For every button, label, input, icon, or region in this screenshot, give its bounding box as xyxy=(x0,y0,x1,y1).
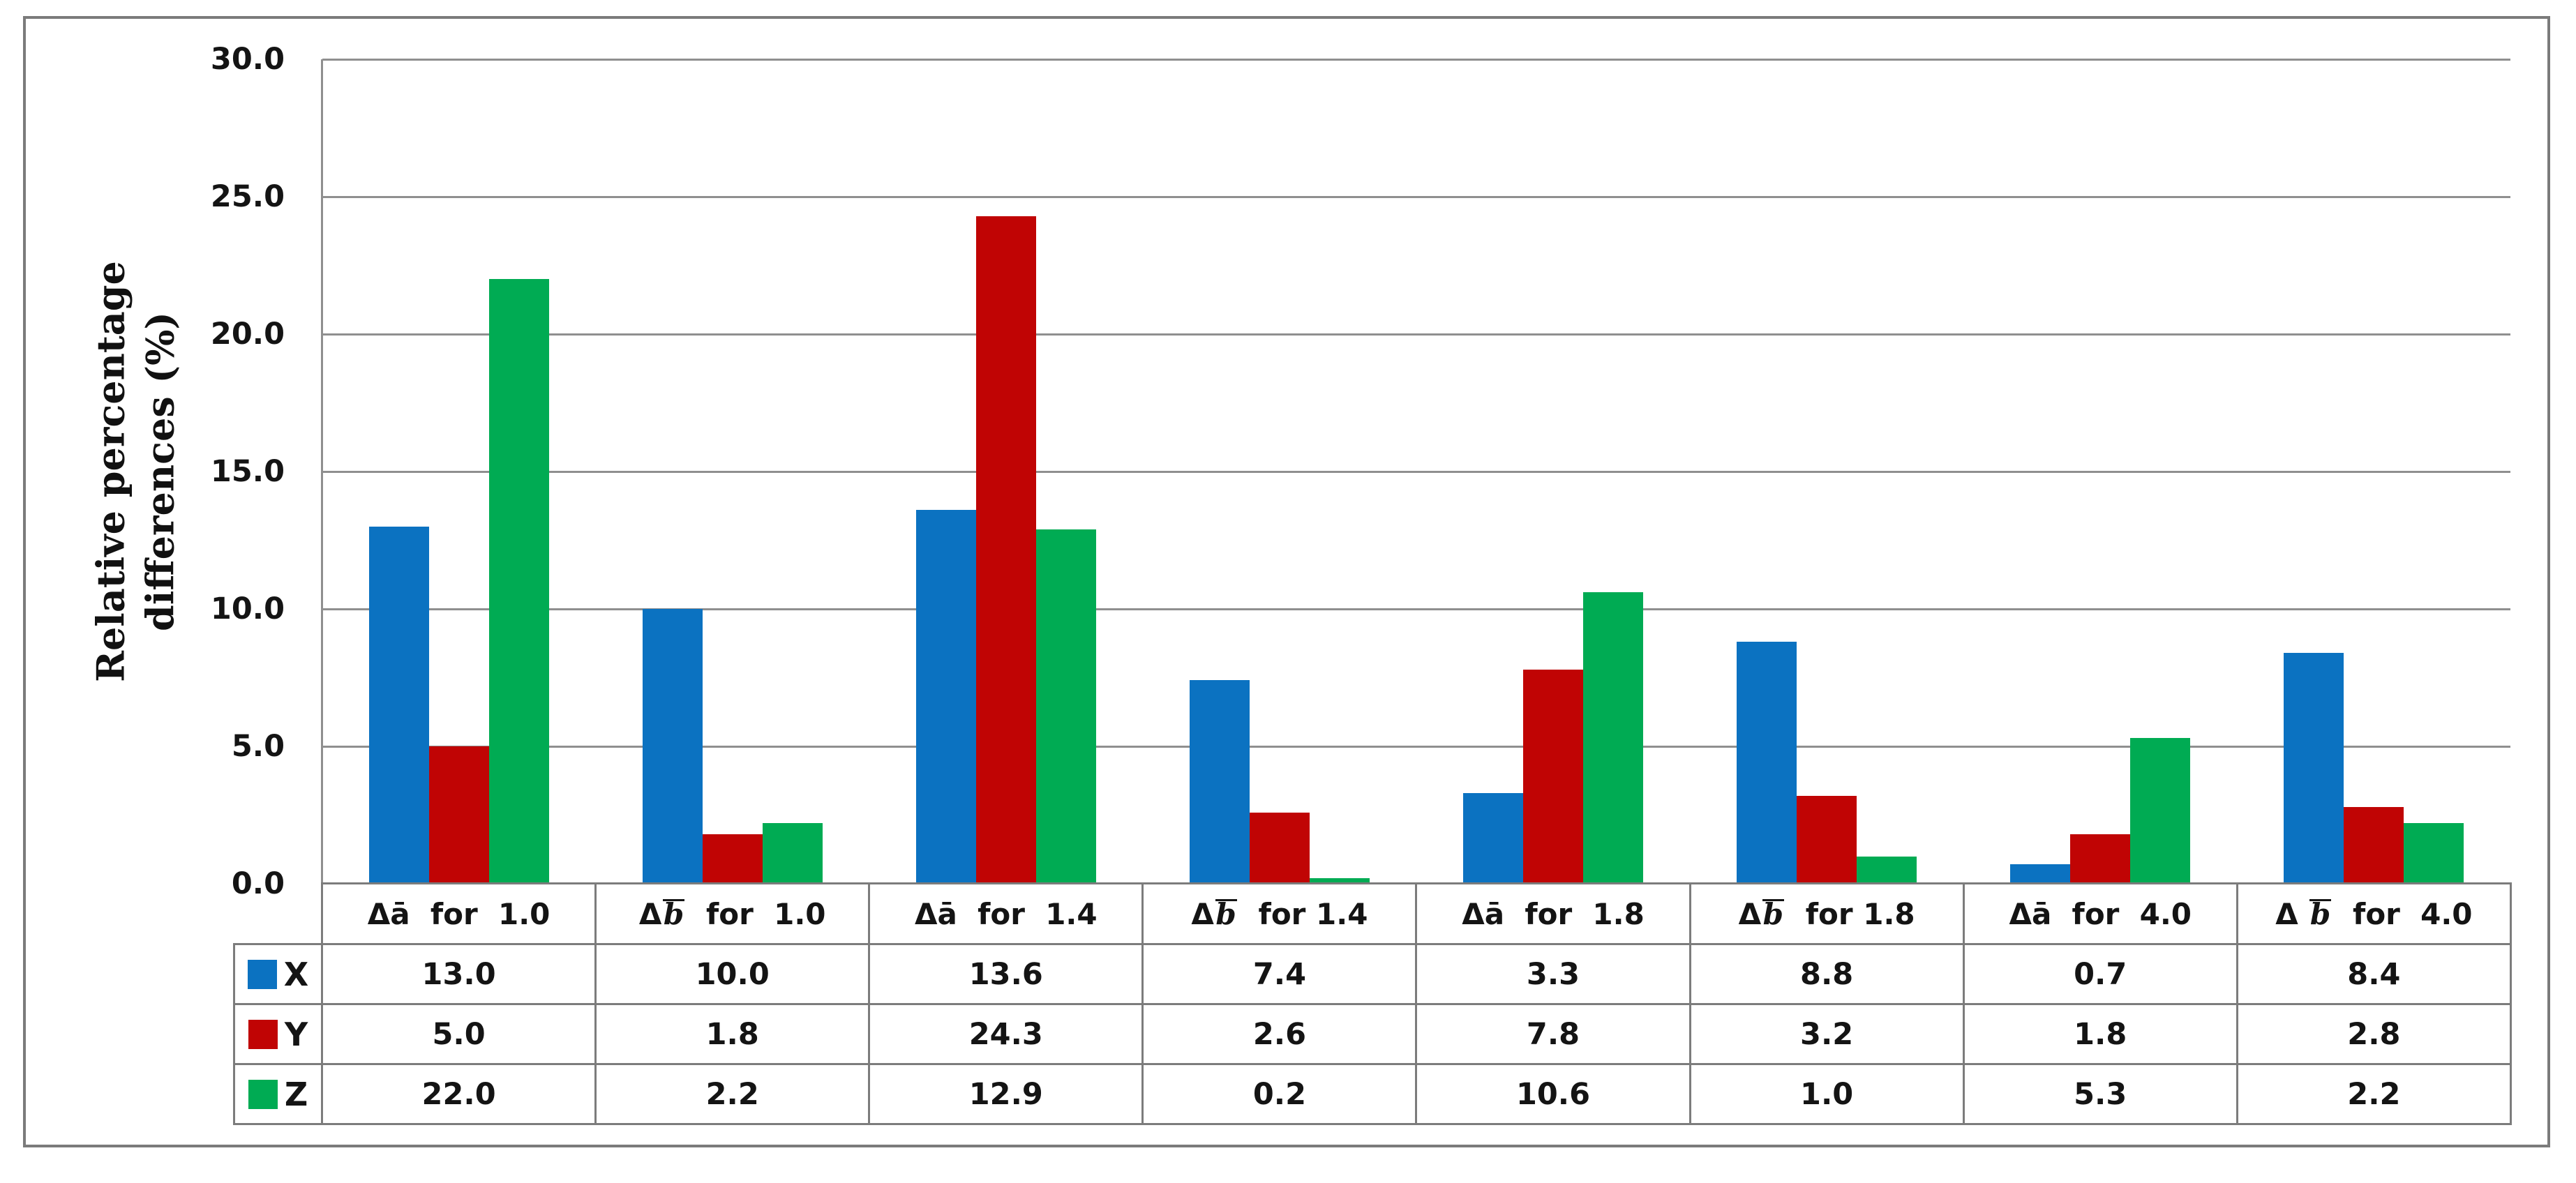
chart-frame-border xyxy=(23,16,2550,1147)
value-cell: 13.0 xyxy=(321,943,597,1005)
bar-group xyxy=(596,59,869,884)
value-cell: 2.6 xyxy=(1141,1003,1418,1065)
value-cell: 8.4 xyxy=(2236,943,2513,1005)
value-cell: 1.8 xyxy=(594,1003,871,1065)
value-cell: 24.3 xyxy=(868,1003,1144,1065)
legend-cell-x: X xyxy=(232,943,324,1005)
bar-y xyxy=(428,746,490,884)
category-header-cell: Δā for 1.0 xyxy=(321,882,597,945)
y-tick-label: 0.0 xyxy=(231,866,285,901)
bar-y xyxy=(1249,813,1310,884)
b-bar-symbol: b xyxy=(1761,898,1785,929)
bar-z xyxy=(2404,823,2464,884)
category-header-cell: Δ b for 4.0 xyxy=(2236,882,2513,945)
y-tick-label: 15.0 xyxy=(210,454,285,489)
y-tick-label: 10.0 xyxy=(210,592,285,626)
bar-z xyxy=(763,823,823,884)
bar-y xyxy=(1796,796,1857,884)
value-cell: 2.2 xyxy=(594,1063,871,1125)
bar-group xyxy=(2237,59,2510,884)
value-cell: 1.0 xyxy=(1688,1063,1965,1125)
category-header-cell: Δā for 4.0 xyxy=(1962,882,2238,945)
bar-y xyxy=(975,216,1037,884)
bar-y xyxy=(1522,670,1584,884)
bar-z xyxy=(2130,738,2191,884)
value-cell: 5.3 xyxy=(1962,1063,2238,1125)
bar-group xyxy=(1416,59,1690,884)
table-corner-spacer xyxy=(234,884,322,944)
y-tick-label: 30.0 xyxy=(210,42,285,77)
y-gridline xyxy=(322,608,2510,610)
bar-x xyxy=(915,510,976,884)
value-cell: 3.3 xyxy=(1415,943,1691,1005)
bar-z xyxy=(1583,592,1644,884)
bar-group xyxy=(1963,59,2237,884)
value-cell: 0.2 xyxy=(1141,1063,1418,1125)
y-tick-label: 20.0 xyxy=(210,317,285,352)
bar-y xyxy=(2069,834,2131,884)
bar-group xyxy=(1143,59,1416,884)
y-gridline xyxy=(322,333,2510,336)
bar-group xyxy=(869,59,1143,884)
bar-x xyxy=(1462,793,1523,884)
y-gridline xyxy=(322,196,2510,198)
legend-swatch-icon xyxy=(248,1079,278,1109)
legend-swatch-icon xyxy=(248,1019,278,1049)
bar-x xyxy=(2283,653,2344,884)
y-tick-label: 5.0 xyxy=(231,729,285,764)
value-cell: 1.8 xyxy=(1962,1003,2238,1065)
bar-x xyxy=(642,609,703,884)
legend-series-label: X xyxy=(283,955,309,993)
value-cell: 10.0 xyxy=(594,943,871,1005)
y-axis-line xyxy=(321,59,323,884)
b-bar-symbol: b xyxy=(1214,898,1238,929)
value-cell: 22.0 xyxy=(321,1063,597,1125)
b-bar-symbol: b xyxy=(661,898,685,929)
category-header-cell: Δb for 1.8 xyxy=(1688,882,1965,945)
legend-swatch-icon xyxy=(247,959,277,989)
bar-z xyxy=(1857,857,1917,884)
value-cell: 10.6 xyxy=(1415,1063,1691,1125)
bar-x xyxy=(368,527,429,884)
legend-cell-z: Z xyxy=(232,1063,324,1125)
legend-series-label: Z xyxy=(284,1075,308,1113)
value-cell: 13.6 xyxy=(868,943,1144,1005)
data-table: Δā for 1.0 Δb for 1.0 Δā for 1.4 Δb for 1.4… xyxy=(232,882,2513,1125)
category-header-cell: Δā for 1.4 xyxy=(868,882,1144,945)
bar-group xyxy=(322,59,596,884)
bar-x xyxy=(1189,680,1250,884)
y-gridline xyxy=(322,471,2510,473)
bar-x xyxy=(1736,642,1797,884)
b-bar-symbol: b xyxy=(2308,898,2332,929)
category-header-cell: Δb for 1.4 xyxy=(1141,882,1418,945)
value-cell: 3.2 xyxy=(1688,1003,1965,1065)
value-cell: 7.4 xyxy=(1141,943,1418,1005)
value-cell: 2.2 xyxy=(2236,1063,2513,1125)
legend-cell-y: Y xyxy=(232,1003,324,1065)
bar-z xyxy=(1036,529,1097,884)
bar-y xyxy=(2343,807,2404,884)
value-cell: 2.8 xyxy=(2236,1003,2513,1065)
bar-y xyxy=(702,834,763,884)
value-cell: 8.8 xyxy=(1688,943,1965,1005)
bar-x xyxy=(2009,864,2070,884)
bar-z xyxy=(1310,878,1370,884)
category-header-cell: Δb for 1.0 xyxy=(594,882,871,945)
bar-z xyxy=(489,279,550,884)
y-gridline xyxy=(322,746,2510,748)
bar-group xyxy=(1690,59,1963,884)
category-header-cell: Δā for 1.8 xyxy=(1415,882,1691,945)
y-gridline xyxy=(322,59,2510,61)
value-cell: 5.0 xyxy=(321,1003,597,1065)
value-cell: 12.9 xyxy=(868,1063,1144,1125)
value-cell: 0.7 xyxy=(1962,943,2238,1005)
legend-series-label: Y xyxy=(284,1015,308,1053)
y-tick-label: 25.0 xyxy=(210,179,285,214)
value-cell: 7.8 xyxy=(1415,1003,1691,1065)
